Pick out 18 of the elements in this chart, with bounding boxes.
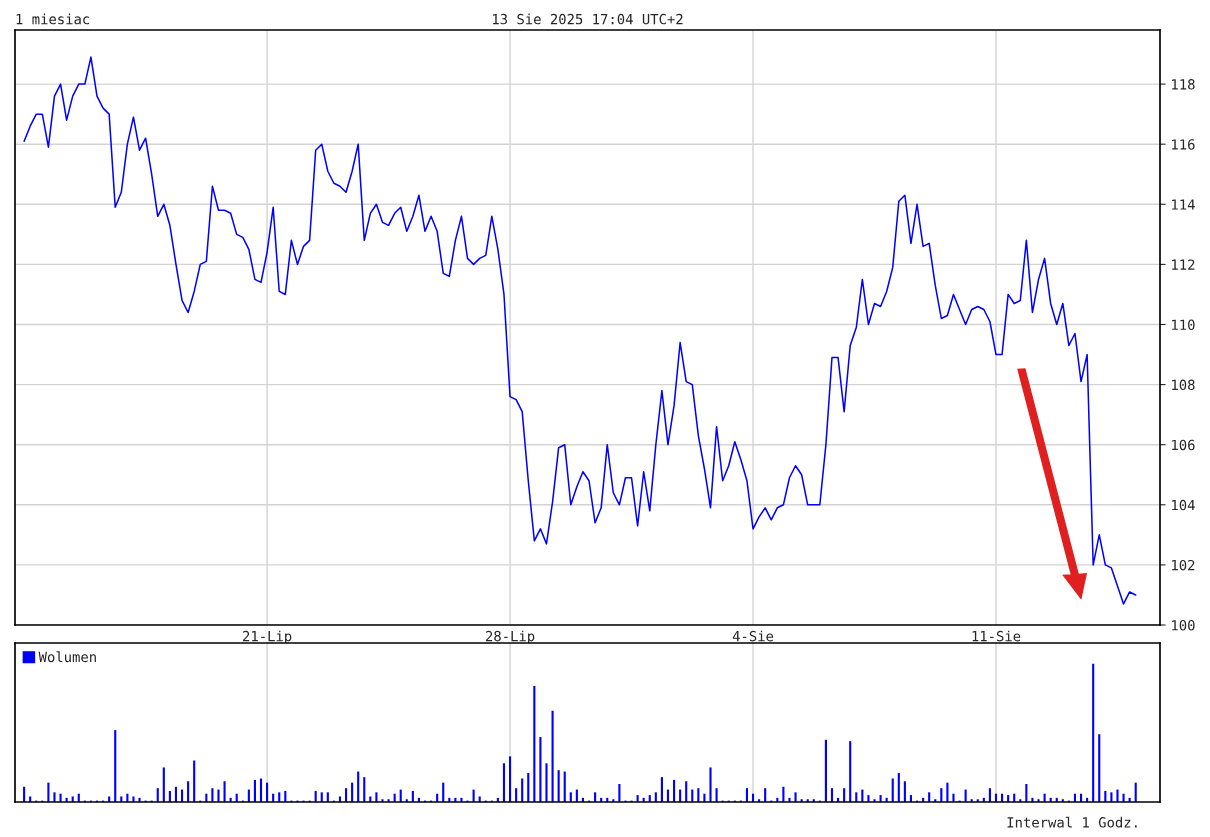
x-tick-label: 4-Sie [732, 630, 774, 642]
y-tick-label: 110 [1172, 319, 1195, 331]
x-tick-label: 21-Lip [243, 630, 292, 645]
x-tick-label: 11-Sie [972, 630, 1021, 642]
y-tick-label: 118 [1172, 79, 1195, 90]
text: Interwal 1 Godz. [1007, 816, 1137, 828]
y-tick-label: 108 [1172, 379, 1195, 391]
chart-title: 1 miesiac [16, 13, 90, 25]
y-tick-label: 116 [1172, 139, 1195, 150]
x-tick-label: 28-Lip [486, 630, 535, 645]
legend-label: Wolumen [38, 651, 96, 663]
y-tick-label: 100 [1172, 620, 1195, 631]
y-tick-label: 102 [1172, 559, 1195, 571]
y-tick-label: 112 [1172, 259, 1195, 270]
y-tick-label: 114 [1172, 199, 1195, 210]
text: 13 Sie 2025 17:04 UTC+2 [493, 13, 683, 25]
y-tick-label: 104 [1172, 499, 1195, 511]
y-tick-label: 106 [1172, 439, 1195, 451]
